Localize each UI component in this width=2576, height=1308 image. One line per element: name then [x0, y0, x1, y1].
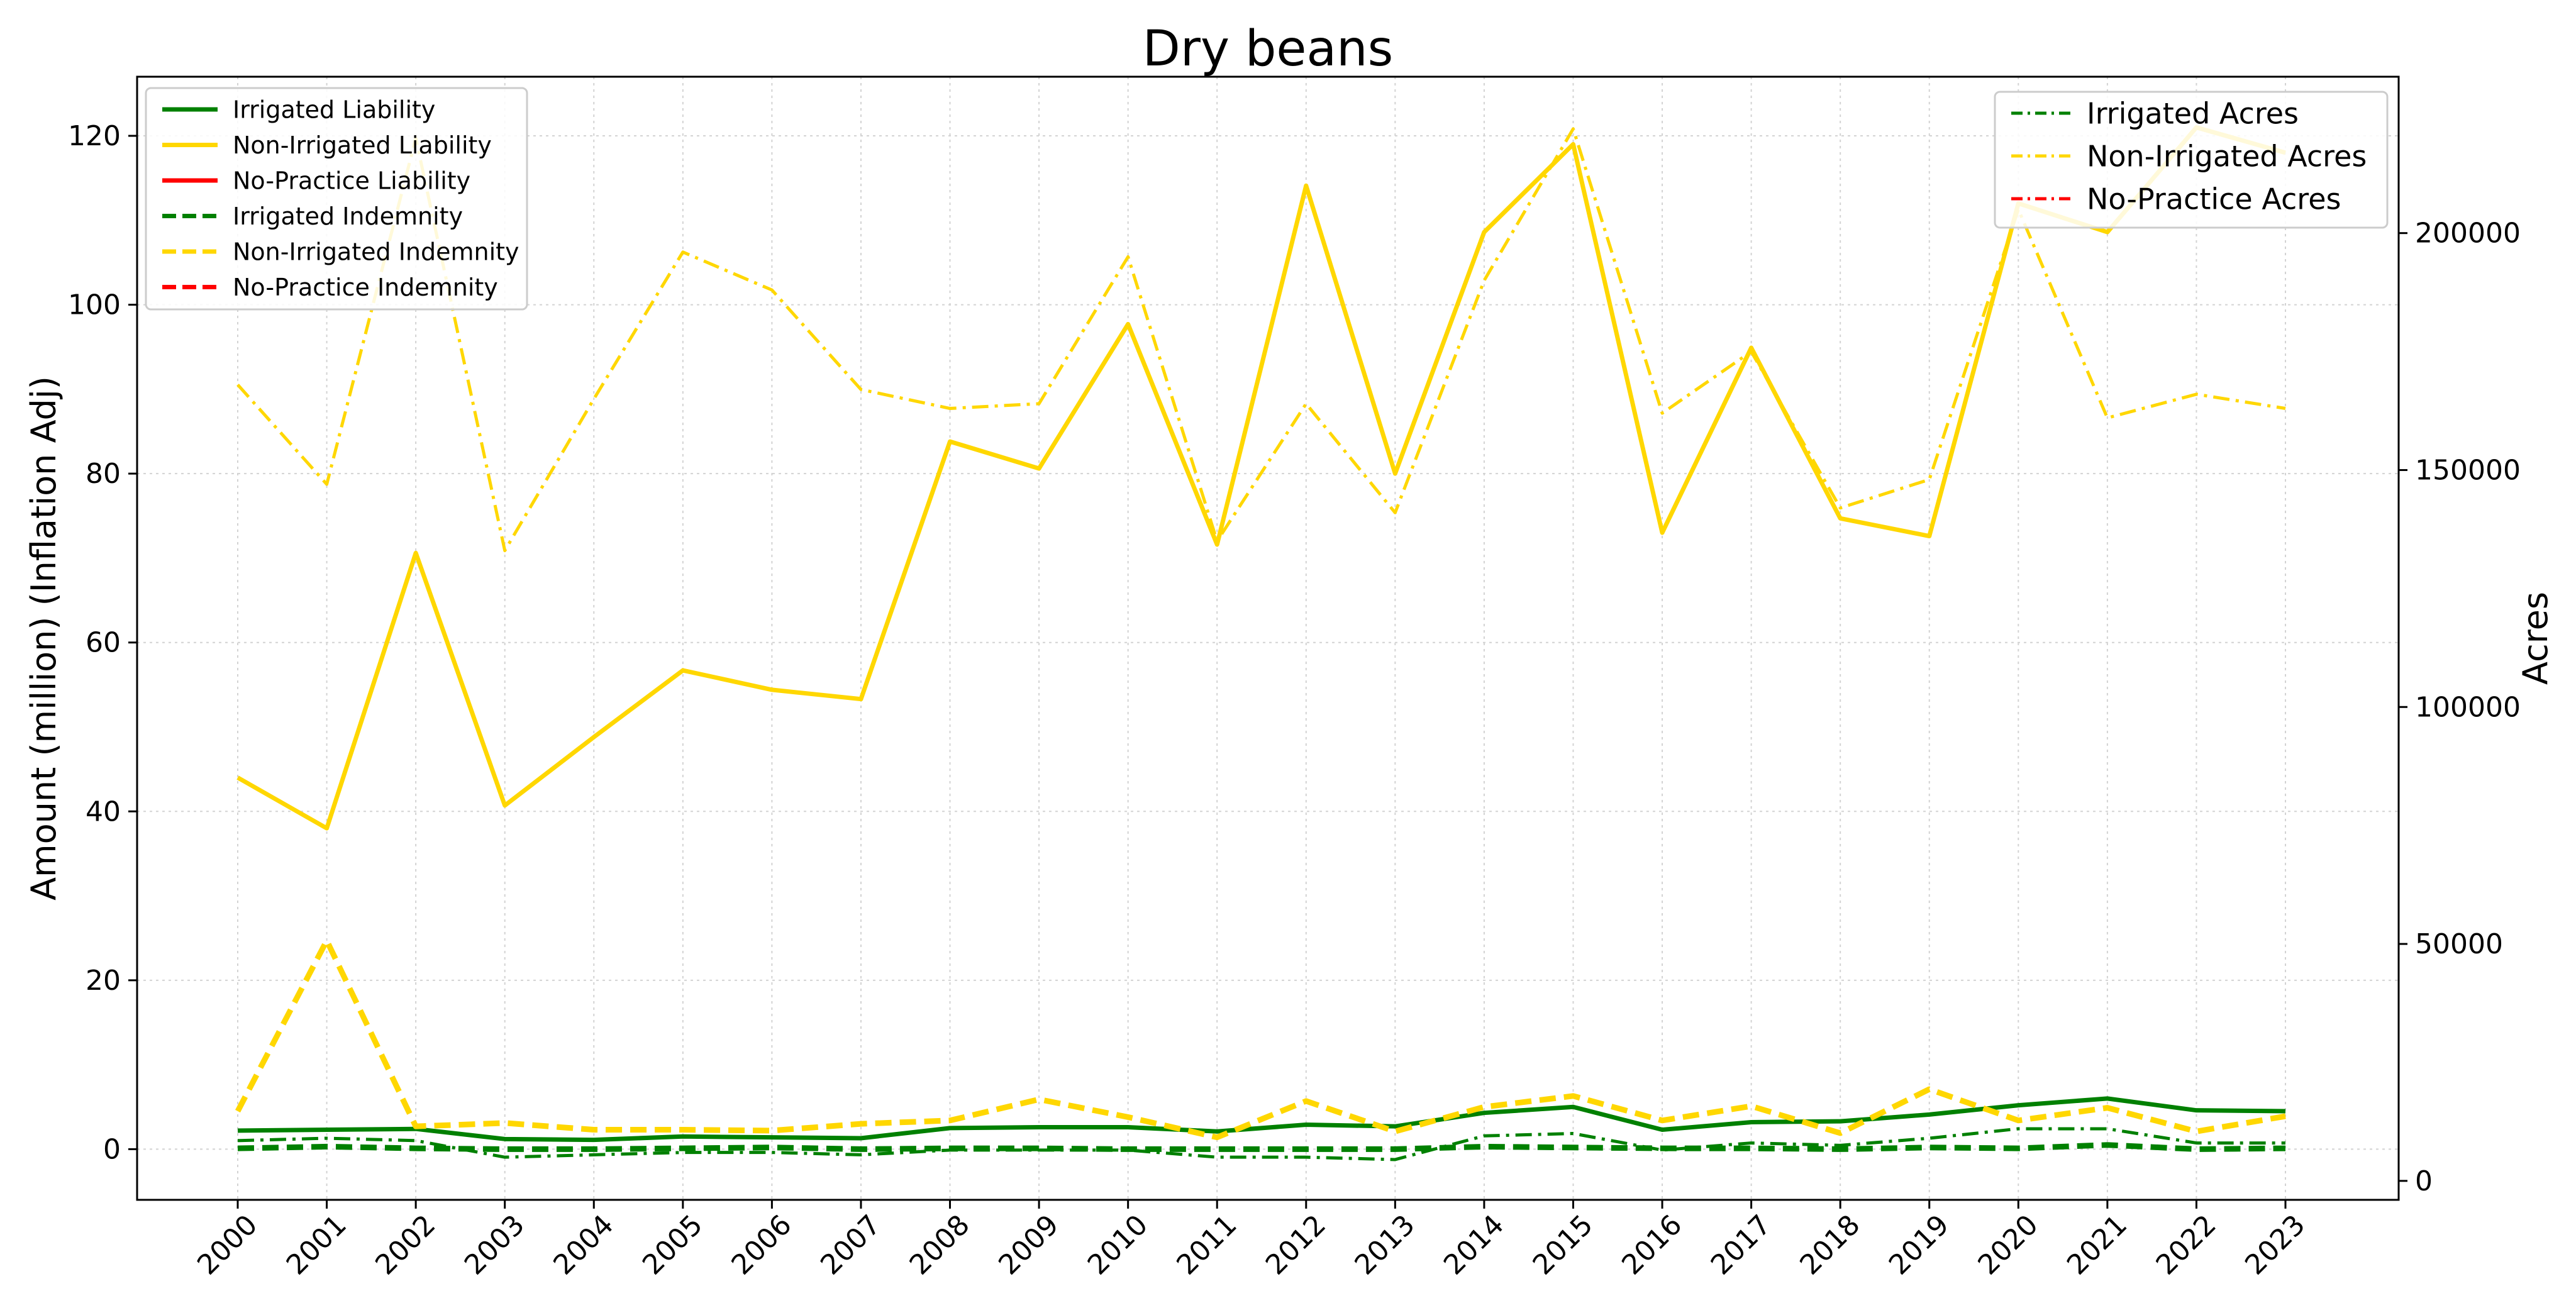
x-tick-label: 2003: [458, 1209, 531, 1281]
legend-label-non-irrigated-liability: Non-Irrigated Liability: [233, 131, 492, 159]
series-line-non-irrigated-liability: [236, 125, 2286, 831]
series-line-irrigated-liability: [237, 1096, 2286, 1143]
legend-label-irrigated-indemnity: Irrigated Indemnity: [233, 202, 463, 230]
x-tick-label: 2015: [1527, 1209, 1599, 1281]
x-tick-label: 2010: [1082, 1209, 1154, 1281]
x-tick-label: 2019: [1883, 1209, 1955, 1281]
x-tick-label: 2011: [1170, 1209, 1243, 1281]
y-tick-label-left: 40: [86, 795, 121, 828]
legend-box: [1994, 91, 2389, 229]
x-tick-label: 2002: [369, 1209, 441, 1281]
y-tick-label-left: 120: [68, 120, 121, 152]
y-tick-label-left: 0: [103, 1133, 121, 1165]
legend-label-non-irrigated-indemnity: Non-Irrigated Indemnity: [233, 238, 519, 266]
series-line-non-irrigated-acres: [236, 127, 2286, 553]
plot-frame: [136, 75, 2400, 1201]
y-tick-label-right: 100000: [2415, 691, 2521, 723]
grid-layer: [137, 77, 2399, 1200]
legend-label-no-practice-liability: No-Practice Liability: [233, 167, 470, 195]
y-tick-label-left: 60: [86, 627, 121, 659]
series-line-irrigated-acres: [237, 1127, 2285, 1161]
x-tick-label: 2006: [726, 1209, 798, 1281]
x-tick-label: 2005: [636, 1209, 709, 1281]
x-tick-label: 2000: [191, 1209, 264, 1281]
x-tick-label: 2017: [1705, 1209, 1777, 1281]
x-tick-label: 2009: [992, 1209, 1065, 1281]
y-tick-label-left: 100: [68, 289, 121, 321]
x-tick-label: 2008: [904, 1209, 976, 1281]
legend-label-irrigated-liability: Irrigated Liability: [233, 96, 435, 124]
legend-label-no-practice-acres: No-Practice Acres: [2087, 182, 2341, 216]
x-tick-label: 2020: [1972, 1209, 2044, 1281]
legend-label-non-irrigated-acres: Non-Irrigated Acres: [2087, 140, 2367, 174]
x-tick-label: 2012: [1260, 1209, 1332, 1281]
legend-label-irrigated-acres: Irrigated Acres: [2087, 97, 2299, 131]
y-tick-label-right: 50000: [2415, 928, 2503, 960]
y-tick-label-left: 80: [86, 458, 121, 490]
chart-title: Dry beans: [1143, 21, 1393, 77]
x-tick-label: 2016: [1616, 1209, 1688, 1281]
series-layer: [235, 125, 2286, 1161]
series-line-non-irrigated-indemnity: [235, 938, 2286, 1141]
series-line-irrigated-indemnity: [237, 1142, 2286, 1152]
x-tick-label: 2023: [2239, 1209, 2311, 1281]
legend-left: Irrigated Liability Non-Irrigated Liabili…: [145, 87, 528, 311]
y-tick-label-right: 200000: [2415, 218, 2521, 250]
x-tick-label: 2022: [2150, 1209, 2223, 1281]
y-tick-label-right: 0: [2415, 1165, 2433, 1197]
y-axis-label-left: Amount (million) (Inflation Adj): [24, 376, 64, 901]
legend-box: [145, 87, 528, 311]
legend-right: Irrigated Acres Non-Irrigated Acres No-Pra…: [1994, 91, 2389, 229]
x-tick-label: 2014: [1438, 1209, 1510, 1281]
x-tick-label: 2021: [2061, 1209, 2133, 1281]
x-tick-label: 2018: [1794, 1209, 1866, 1281]
x-tick-label: 2001: [280, 1209, 353, 1281]
x-tick-label: 2007: [814, 1209, 887, 1281]
y-axis-label-right: Acres: [2516, 592, 2555, 685]
legend-label-no-practice-indemnity: No-Practice Indemnity: [233, 274, 498, 301]
x-tick-label: 2013: [1348, 1209, 1421, 1281]
x-tick-label: 2004: [547, 1209, 619, 1281]
y-tick-label-left: 20: [86, 965, 121, 997]
y-tick-label-right: 150000: [2415, 454, 2521, 486]
